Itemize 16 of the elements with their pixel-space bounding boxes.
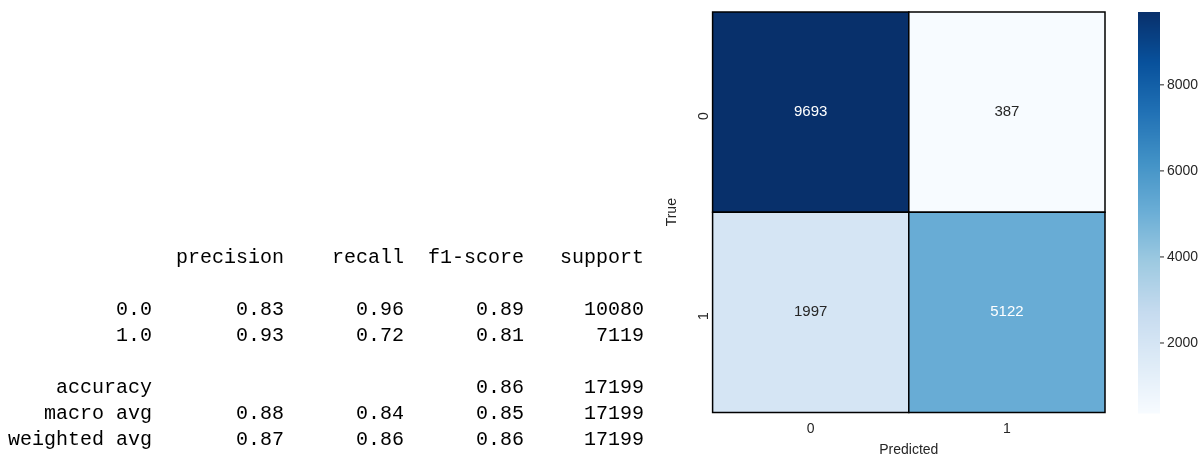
text: accuracy 0.86 17199	[55, 375, 645, 401]
color-bar-label: 8000	[1167, 75, 1199, 92]
data-label: 5122	[990, 302, 1024, 320]
text: 1.0 0.93 0.72 0.81 7119	[115, 323, 645, 349]
y-axis-title: True	[663, 197, 680, 227]
data-label: 9693	[794, 102, 828, 120]
data-label: 1997	[794, 302, 828, 320]
x-axis-title: Predicted	[879, 441, 939, 458]
text: macro avg 0.88 0.84 0.85 17199	[43, 401, 645, 427]
color-bar-label: 4000	[1167, 247, 1199, 264]
text: 0.0 0.83 0.96 0.89 10080	[115, 297, 645, 323]
text: precision recall f1-score support	[175, 245, 645, 271]
data-label: 387	[994, 102, 1020, 120]
color-bar-label: 2000	[1167, 333, 1199, 350]
color-bar-label: 6000	[1167, 161, 1199, 178]
text: weighted avg 0.87 0.86 0.86 17199	[8, 427, 645, 453]
